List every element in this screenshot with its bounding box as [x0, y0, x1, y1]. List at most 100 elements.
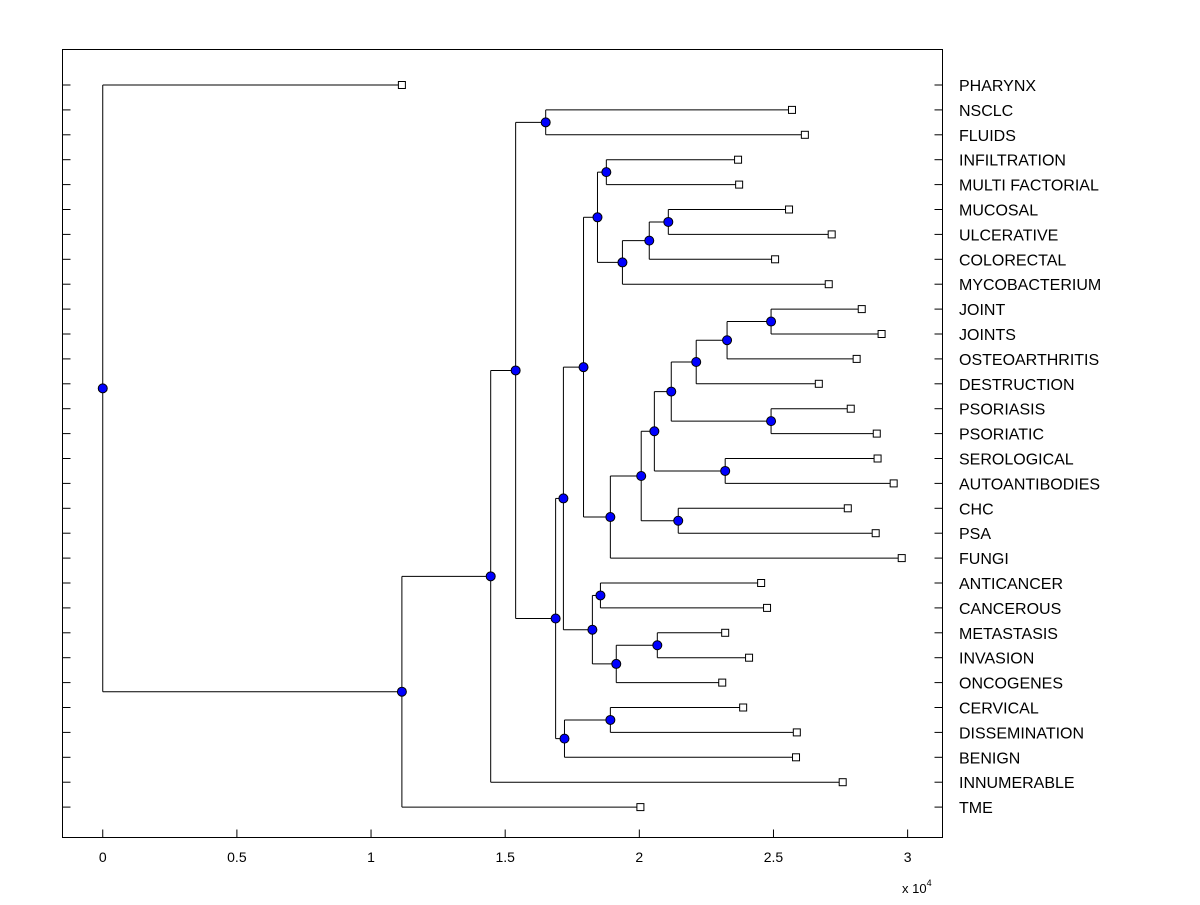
leaf-node [718, 678, 727, 687]
internal-node [396, 686, 407, 697]
internal-node [652, 640, 663, 651]
internal-node [558, 493, 569, 504]
leaf-node [745, 653, 754, 662]
leaf-node [897, 554, 906, 563]
internal-node [605, 714, 616, 725]
leaf-label: PSA [959, 526, 991, 543]
leaf-node [846, 404, 855, 413]
internal-node [611, 658, 622, 669]
leaf-label: DISSEMINATION [959, 725, 1084, 742]
leaf-node [785, 205, 794, 214]
leaf-label: METASTASIS [959, 626, 1058, 643]
leaf-node [800, 130, 809, 139]
leaf-node [877, 330, 886, 338]
leaf-node [857, 305, 866, 314]
x-tick-label: 0 [99, 849, 107, 865]
internal-node [766, 316, 777, 327]
internal-node [595, 590, 606, 601]
leaf-node [636, 803, 645, 812]
leaf-label: ULCERATIVE [959, 227, 1058, 244]
leaf-label: AUTOANTIBODIES [959, 476, 1100, 493]
leaf-node [792, 728, 801, 737]
axis-ticks: 0 0.5 1 1.5 2 2.5 3 [62, 84, 943, 865]
internal-node [636, 471, 647, 482]
leaf-node [763, 603, 772, 612]
x-tick-label: 2 [635, 849, 643, 865]
leaf-label: MUCOSAL [959, 203, 1038, 220]
leaf-node [871, 529, 880, 538]
dendrogram-links [102, 84, 902, 808]
leaf-label: CERVICAL [959, 701, 1039, 718]
leaf-label: PHARYNX [959, 78, 1036, 95]
internal-node [540, 117, 551, 128]
leaf-node [739, 703, 748, 712]
internal-node [766, 416, 777, 427]
leaf-label: BENIGN [959, 750, 1020, 767]
leaf-label: ONCOGENES [959, 676, 1063, 693]
leaf-node [787, 105, 796, 114]
leaf-label: MYCOBACTERIUM [959, 277, 1101, 294]
internal-node [691, 357, 702, 368]
internal-node [587, 624, 598, 635]
leaf-label: DESTRUCTION [959, 377, 1075, 394]
internal-node [666, 386, 677, 397]
leaf-label: OSTEOARTHRITIS [959, 352, 1099, 369]
leaf-label: COLORECTAL [959, 252, 1066, 269]
internal-node [720, 465, 731, 476]
internal-node [510, 365, 521, 376]
leaf-node [814, 379, 823, 388]
leaf-label: TME [959, 800, 993, 817]
leaf-node [889, 479, 898, 488]
leaf-node [771, 255, 780, 264]
plot-area [62, 49, 943, 838]
leaf-label: ANTICANCER [959, 576, 1063, 593]
internal-node [673, 515, 684, 526]
internal-node [592, 212, 603, 223]
internal-node [649, 426, 660, 437]
leaf-label: PSORIASIS [959, 402, 1045, 419]
leaf-node [852, 354, 861, 363]
x-tick-label: 1.5 [495, 849, 515, 865]
leaf-node [873, 454, 882, 463]
leaf-node [843, 504, 852, 513]
internal-node [605, 512, 616, 523]
leaf-label: CANCEROUS [959, 601, 1061, 618]
internal-node [722, 335, 733, 346]
internal-node [578, 362, 589, 373]
x-multiplier: x 104 [902, 878, 932, 896]
leaf-node [824, 280, 833, 289]
x-tick-label: 0.5 [227, 849, 247, 865]
leaf-node [838, 778, 847, 787]
leaf-label: CHC [959, 501, 994, 518]
internal-node [644, 235, 655, 246]
leaf-node [872, 429, 881, 438]
leaf-label: FLUIDS [959, 128, 1016, 145]
leaf-label: PSORIATIC [959, 427, 1044, 444]
leaf-label: SEROLOGICAL [959, 452, 1074, 469]
leaf-label: MULTI FACTORIAL [959, 178, 1099, 195]
leaf-label: JOINT [959, 302, 1005, 319]
leaf-node [735, 180, 744, 189]
leaf-label: INVASION [959, 651, 1034, 668]
leaf-node [757, 579, 766, 587]
leaf-label: FUNGI [959, 551, 1009, 568]
internal-node [97, 383, 108, 394]
internal-node [617, 257, 628, 268]
leaf-label: INFILTRATION [959, 153, 1066, 170]
internal-node [663, 216, 674, 227]
leaf-node [721, 628, 730, 637]
x-tick-label: 1 [367, 849, 375, 865]
leaf-node [792, 753, 801, 762]
leaf-labels: PHARYNX NSCLC FLUIDS INFILTRATION MULTI FACT… [959, 78, 1101, 817]
internal-node [601, 167, 612, 178]
leaf-node [397, 81, 406, 89]
internal-node [559, 733, 570, 744]
internal-node [485, 571, 496, 582]
leaf-node [827, 230, 836, 239]
x-tick-label: 3 [904, 849, 912, 865]
dendrogram-nodes [97, 81, 906, 812]
leaf-label: INNUMERABLE [959, 775, 1075, 792]
x-tick-label: 2.5 [764, 849, 784, 865]
leaf-label: NSCLC [959, 103, 1013, 120]
